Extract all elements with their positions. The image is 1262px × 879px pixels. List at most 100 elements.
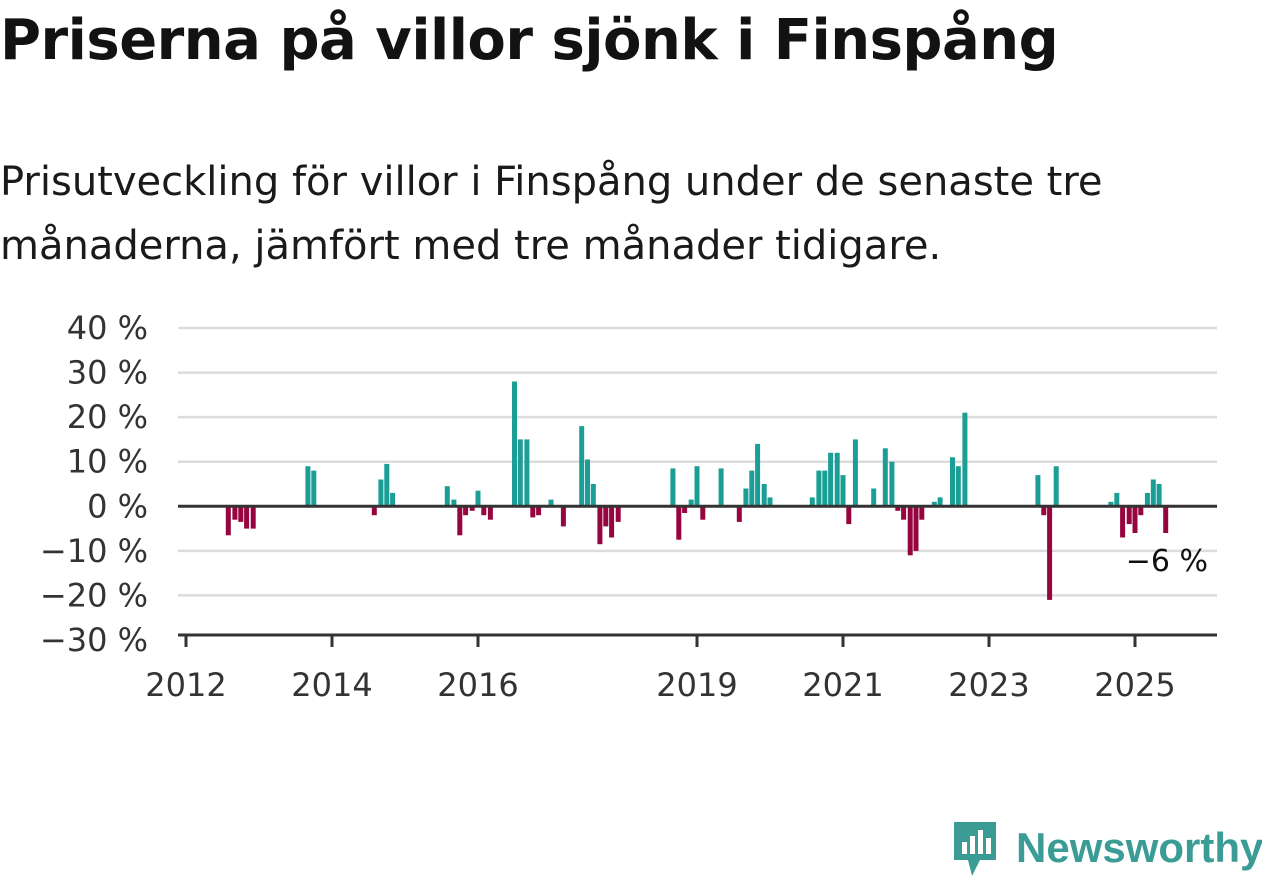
bar <box>1035 475 1041 507</box>
bar <box>311 470 317 507</box>
bar <box>1150 479 1156 507</box>
chart-title: Priserna på villor sjönk i Finspång <box>0 8 1059 73</box>
bar <box>487 506 493 520</box>
bar <box>305 466 311 507</box>
bar <box>882 448 888 507</box>
bar <box>931 501 937 507</box>
bar <box>913 506 919 551</box>
bar <box>767 497 773 507</box>
last-value-annotation: −6 % <box>1126 544 1208 579</box>
bar <box>1041 506 1047 516</box>
bar <box>834 452 840 507</box>
bar <box>1108 501 1114 507</box>
bar <box>907 506 913 556</box>
bar <box>895 506 901 511</box>
y-tick-label: 30 % <box>67 354 148 392</box>
bar <box>585 459 590 507</box>
bar <box>457 506 463 536</box>
newsworthy-logo-text: Newsworthy <box>1016 824 1262 871</box>
bar <box>371 506 377 516</box>
bar <box>1132 506 1138 533</box>
bar-chart: 40 %30 %20 %10 %0 %−10 %−20 %−30 % 2012 2… <box>40 309 1217 704</box>
bar <box>950 457 955 507</box>
bar <box>670 468 676 507</box>
bar <box>937 497 943 507</box>
bar <box>1163 506 1169 533</box>
x-tick-label: 2019 <box>656 666 737 704</box>
bar <box>736 506 742 522</box>
y-tick-label: −10 % <box>40 532 148 570</box>
bar <box>816 470 822 507</box>
y-tick-label: 10 % <box>67 443 148 481</box>
bar <box>536 506 542 516</box>
bar <box>1047 506 1053 600</box>
bar <box>1120 506 1126 538</box>
bar <box>481 506 487 516</box>
bar <box>1138 506 1144 516</box>
bar <box>1053 466 1059 507</box>
bar <box>682 506 688 513</box>
x-axis: 2012 2014 2016 2019 2021 2023 2025 <box>145 633 1217 704</box>
bar <box>919 506 925 520</box>
y-tick-label: −30 % <box>40 621 148 659</box>
bar <box>225 506 231 536</box>
x-tick-label: 2012 <box>145 666 226 704</box>
bar <box>955 466 961 507</box>
bar <box>615 506 621 522</box>
bar <box>597 506 603 545</box>
bar <box>444 486 450 507</box>
bar <box>530 506 536 518</box>
newsworthy-logo-icon <box>954 822 996 876</box>
chart-subtitle: Prisutveckling för villor i Finspång und… <box>0 159 1103 269</box>
bar <box>244 506 250 529</box>
x-tick-label: 2014 <box>291 666 372 704</box>
y-tick-label: 40 % <box>67 309 148 347</box>
y-tick-label: 20 % <box>67 398 148 436</box>
bar <box>1114 492 1120 507</box>
bar <box>822 470 828 507</box>
bar <box>232 506 238 520</box>
bar <box>517 439 523 507</box>
bar <box>378 479 384 507</box>
bar <box>463 506 469 516</box>
bar <box>524 439 530 507</box>
x-tick-label: 2025 <box>1094 666 1175 704</box>
bar <box>828 452 834 507</box>
newsworthy-logo: Newsworthy <box>950 818 1262 878</box>
bar <box>749 470 755 507</box>
bar <box>512 381 517 507</box>
bar <box>743 488 749 507</box>
bar <box>560 506 566 527</box>
grid-lines <box>178 326 1217 597</box>
bar <box>962 412 968 507</box>
bar <box>1144 492 1150 507</box>
bar <box>840 475 846 507</box>
bar <box>676 506 682 540</box>
bar <box>846 506 852 525</box>
bar <box>609 506 615 538</box>
bar <box>889 461 895 507</box>
y-axis-ticks: 40 % 30 % 20 % 10 % 0 % −10 % −20 % −30 % <box>40 309 148 659</box>
bar <box>761 484 767 507</box>
x-tick-label: 2023 <box>948 666 1029 704</box>
bar <box>590 484 596 507</box>
bar <box>852 439 858 507</box>
bar <box>469 506 475 511</box>
bar <box>579 426 585 507</box>
bar <box>700 506 706 520</box>
bar <box>603 506 609 527</box>
bar <box>250 506 256 529</box>
bar <box>548 499 554 507</box>
bar <box>718 468 724 507</box>
bar <box>688 499 694 507</box>
bar <box>1156 484 1162 507</box>
bar <box>390 492 396 507</box>
bar <box>238 506 244 522</box>
bars <box>178 381 1217 600</box>
bar <box>871 488 877 507</box>
bar <box>755 443 761 507</box>
bar <box>809 497 815 507</box>
x-tick-label: 2021 <box>802 666 883 704</box>
bar <box>694 466 700 507</box>
bar <box>384 463 390 507</box>
